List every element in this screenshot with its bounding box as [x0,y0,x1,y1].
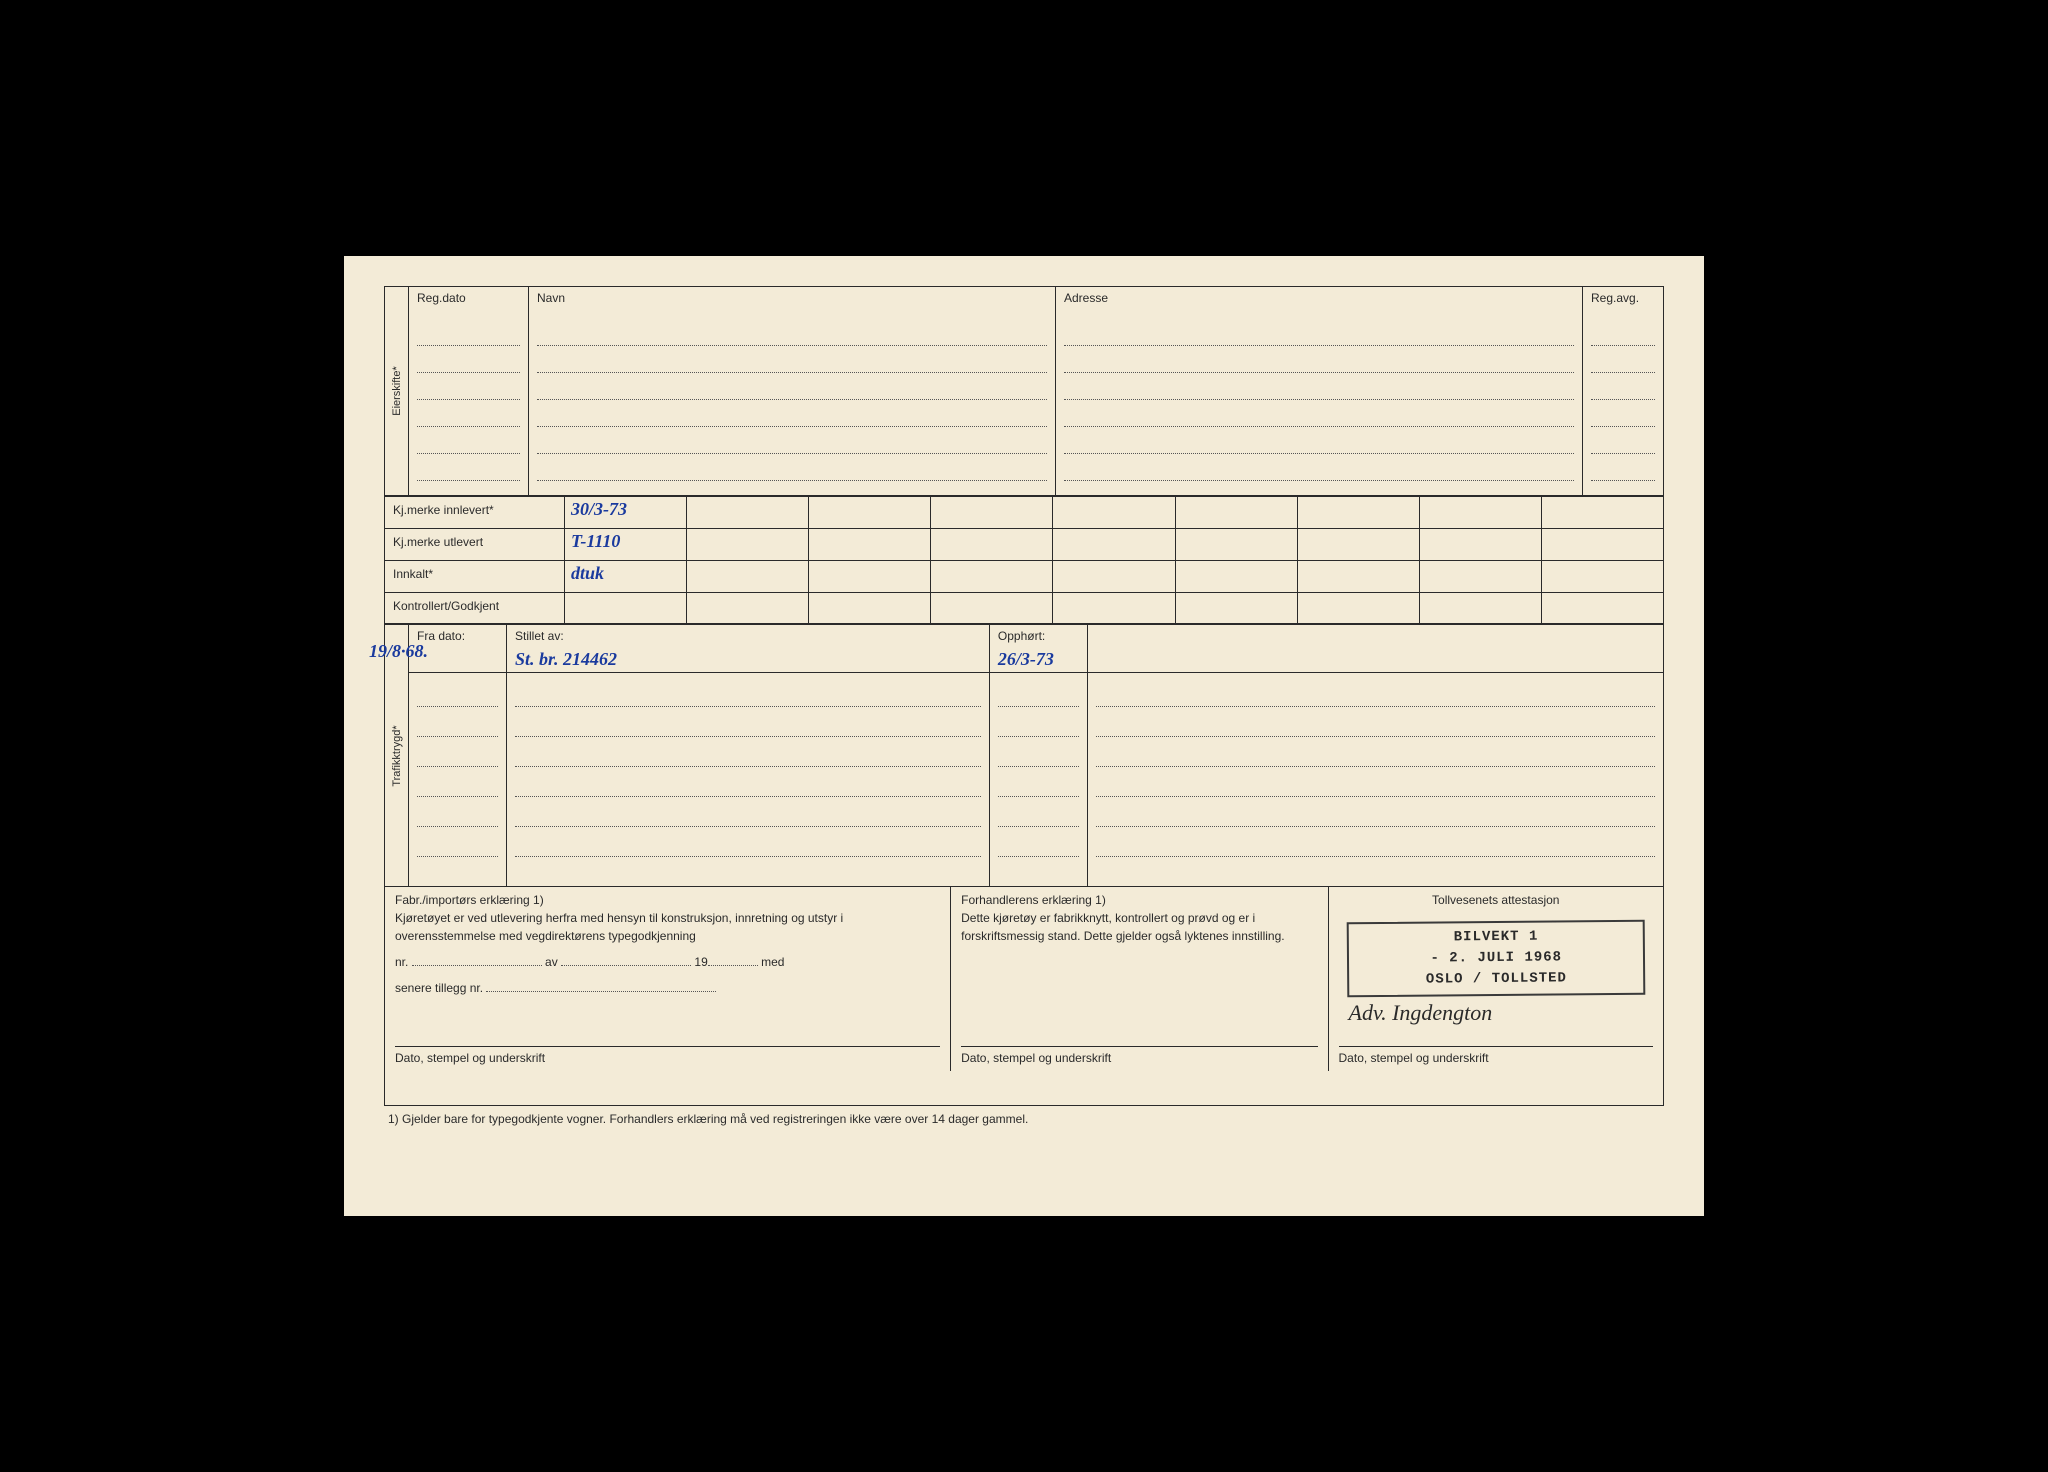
row-kontrollert: Kontrollert/Godkjent [385,593,1663,625]
ownership-label: Eierskifte* [391,366,403,416]
footnote: 1) Gjelder bare for typegodkjente vogner… [384,1106,1664,1132]
stamp-line2: - 2. JULI 1968 [1358,947,1633,970]
insurance-vlabel: Trafikktrygd* [385,625,409,886]
traf-body-fra [409,673,507,886]
ownership-vlabel: Eierskifte* [385,287,409,495]
traf-body-stillet [507,673,990,886]
hdr-regdato: Reg.dato [417,291,520,305]
col-forh: Forhandlerens erklæring 1) Dette kjøretø… [951,887,1328,1071]
col-fabr: Fabr./importørs erklæring 1) Kjøretøyet … [385,887,951,1071]
form-frame: Eierskifte* Reg.dato Navn Adresse Reg.av… [384,286,1664,1106]
row-innkalt: Innkalt* dtuk [385,561,1663,593]
hw-stillet: St. br. 214462 [515,649,617,669]
registration-card: Eierskifte* Reg.dato Navn Adresse Reg.av… [344,256,1704,1216]
hdr-opphort: Opphørt: [998,629,1079,643]
label-kontrollert: Kontrollert/Godkjent [385,593,565,623]
val-innkalt: dtuk [571,563,604,583]
val-innlevert: 30/3-73 [571,499,627,519]
hdr-stillet: Stillet av: [515,629,981,643]
ownership-section: Eierskifte* Reg.dato Navn Adresse Reg.av… [385,287,1663,497]
col-stillet: Stillet av: St. br. 214462 [507,625,990,672]
toll-title: Tollvesenets attestasjon [1339,893,1653,907]
fabr-line1: nr. av 19 med [395,953,940,971]
fabr-title: Fabr./importørs erklæring 1) [395,893,940,907]
traf-body-blank [1088,673,1663,886]
hdr-navn: Navn [537,291,1047,305]
forh-footer: Dato, stempel og underskrift [961,1046,1317,1065]
hdr-regavg: Reg.avg. [1591,291,1655,305]
col-opphort: Opphørt: 26/3-73 [990,625,1088,672]
val-utlevert: T-1110 [571,531,620,551]
row-utlevert: Kj.merke utlevert T-1110 [385,529,1663,561]
col-navn: Navn [529,287,1056,495]
col-adresse: Adresse [1056,287,1583,495]
fabr-footer: Dato, stempel og underskrift [395,1046,940,1065]
hdr-fra: Fra dato: [417,629,498,643]
traf-body-opp [990,673,1088,886]
stamp-line1: BILVEKT 1 [1358,926,1633,949]
toll-footer: Dato, stempel og underskrift [1339,1046,1653,1065]
label-utlevert: Kj.merke utlevert [385,529,565,560]
hdr-adresse: Adresse [1064,291,1574,305]
customs-stamp: BILVEKT 1 - 2. JULI 1968 OSLO / TOLLSTED [1346,920,1645,998]
col-toll: Tollvesenets attestasjon BILVEKT 1 - 2. … [1329,887,1663,1071]
insurance-section: Trafikktrygd* Fra dato: 19/8·68. Stillet… [385,625,1663,887]
stamp-line3: OSLO / TOLLSTED [1359,968,1634,991]
row-innlevert: Kj.merke innlevert* 30/3-73 [385,497,1663,529]
col-fra: Fra dato: 19/8·68. [409,625,507,672]
insurance-label: Trafikktrygd* [391,725,403,786]
forh-title: Forhandlerens erklæring 1) [961,893,1317,907]
declarations: Fabr./importørs erklæring 1) Kjøretøyet … [385,887,1663,1071]
hw-opphort: 26/3-73 [998,649,1054,669]
forh-body: Dette kjøretøy er fabrikknytt, kontrolle… [961,909,1317,945]
col-regdato: Reg.dato [409,287,529,495]
col-blank [1088,625,1663,672]
mid-rows: Kj.merke innlevert* 30/3-73 Kj.merke utl… [385,497,1663,625]
fabr-line2: senere tillegg nr. [395,979,940,997]
col-regavg: Reg.avg. [1583,287,1663,495]
label-innlevert: Kj.merke innlevert* [385,497,565,528]
fabr-body: Kjøretøyet er ved utlevering herfra med … [395,909,940,945]
signature: Adv. Ingdengton [1339,1000,1653,1026]
hw-fra: 19/8·68. [369,641,428,662]
label-innkalt: Innkalt* [385,561,565,592]
